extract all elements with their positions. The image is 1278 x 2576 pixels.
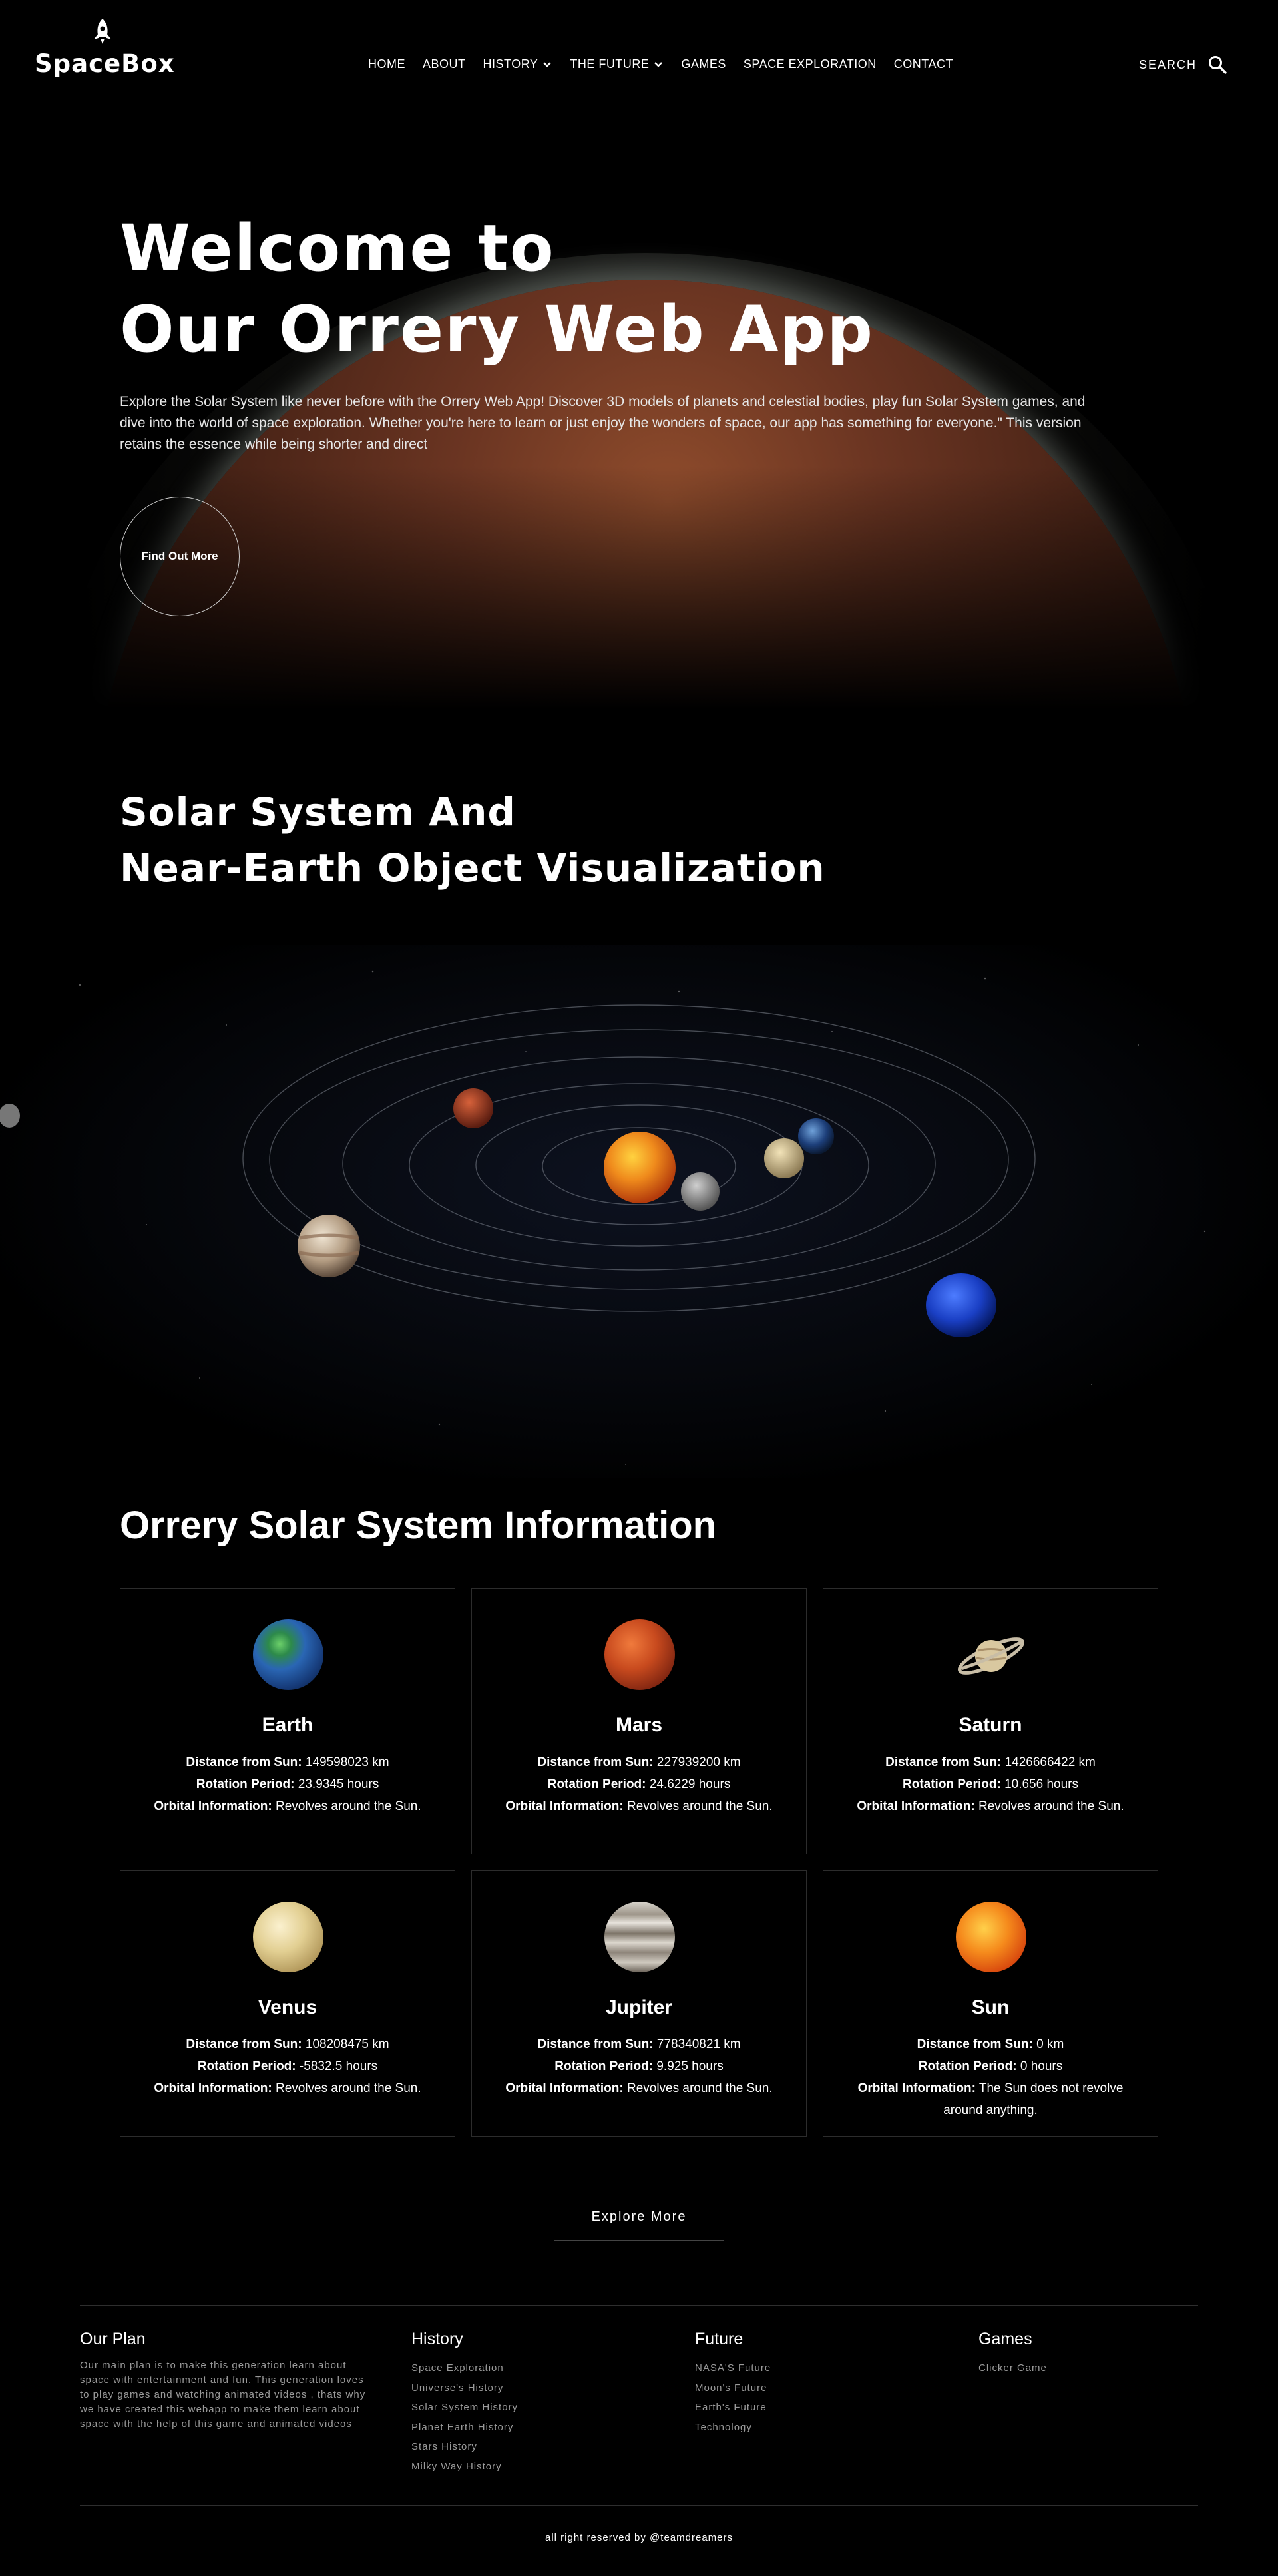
- planet-info: Distance from Sun: 0 km Rotation Period:…: [857, 2038, 1124, 2117]
- nav-the-future[interactable]: THE FUTURE: [570, 57, 664, 71]
- search-button[interactable]: SEARCH: [1139, 55, 1227, 75]
- planet-card-saturn[interactable]: Saturn Distance from Sun: 1426666422 km …: [823, 1588, 1158, 1854]
- footer-games: Games Clicker Game: [978, 2330, 1047, 2378]
- chevron-down-icon: [543, 61, 552, 67]
- venus-orrery[interactable]: [764, 1138, 804, 1178]
- footer-heading: Games: [978, 2330, 1032, 2348]
- planet-info: Distance from Sun: 149598023 km Rotation…: [154, 1755, 421, 1813]
- nav-contact[interactable]: CONTACT: [893, 57, 953, 71]
- stars-field: [79, 970, 1206, 1465]
- sun-icon: [956, 1902, 1026, 1972]
- footer-link-clicker-game[interactable]: Clicker Game: [978, 2362, 1047, 2374]
- footer-link-earths-future[interactable]: Earth's Future: [695, 2402, 767, 2413]
- planet-name: Saturn: [958, 1714, 1022, 1736]
- jupiter-icon: [604, 1902, 675, 1972]
- far-planet-left: [0, 1104, 20, 1128]
- planet-name: Sun: [971, 1996, 1010, 2018]
- mars-icon: [604, 1619, 675, 1690]
- planet-card-mars[interactable]: Mars Distance from Sun: 227939200 km Rot…: [471, 1588, 807, 1854]
- planet-name: Mars: [615, 1714, 663, 1736]
- site-header: SpaceBox HOME ABOUT HISTORY THE FUTURE G…: [0, 0, 1278, 133]
- mars-orrery[interactable]: [453, 1088, 493, 1128]
- footer-history: History Space Exploration Universe's His…: [411, 2330, 518, 2476]
- footer-link-solar-system-history[interactable]: Solar System History: [411, 2402, 519, 2413]
- visualization-title: Solar System And Near-Earth Object Visua…: [120, 789, 825, 891]
- planet-info: Distance from Sun: 778340821 km Rotation…: [505, 2038, 773, 2095]
- footer-link-planet-earth-history[interactable]: Planet Earth History: [411, 2421, 514, 2433]
- explore-more-button[interactable]: Explore More: [554, 2193, 724, 2241]
- nav-about[interactable]: ABOUT: [423, 57, 466, 71]
- footer-link-universes-history[interactable]: Universe's History: [411, 2382, 504, 2394]
- footer-our-plan: Our Plan Our main plan is to make this g…: [80, 2330, 366, 2432]
- planet-name: Jupiter: [605, 1996, 673, 2018]
- footer-link-space-exploration[interactable]: Space Exploration: [411, 2362, 504, 2374]
- copyright: all right reserved by @teamdreamers: [545, 2532, 733, 2543]
- footer-future: Future NASA'S Future Moon's Future Earth…: [695, 2330, 771, 2437]
- rocket-icon: [94, 19, 111, 44]
- sun-orrery[interactable]: [604, 1132, 676, 1203]
- footer-link-stars-history[interactable]: Stars History: [411, 2441, 477, 2452]
- planet-info: Distance from Sun: 1426666422 km Rotatio…: [857, 1755, 1124, 1813]
- planet-cards-grid: Earth Distance from Sun: 149598023 km Ro…: [120, 1588, 1158, 2137]
- saturn-icon: [958, 1637, 1024, 1675]
- planet-info: Distance from Sun: 227939200 km Rotation…: [505, 1755, 773, 1813]
- planet-card-venus[interactable]: Venus Distance from Sun: 108208475 km Ro…: [120, 1870, 455, 2137]
- venus-icon: [253, 1902, 323, 1972]
- nav-games[interactable]: GAMES: [681, 57, 726, 71]
- planet-card-earth[interactable]: Earth Distance from Sun: 149598023 km Ro…: [120, 1588, 455, 1854]
- footer-plan-text: Our main plan is to make this generation…: [80, 2360, 366, 2430]
- footer-link-milky-way-history[interactable]: Milky Way History: [411, 2460, 502, 2472]
- nav-space-exploration[interactable]: SPACE EXPLORATION: [743, 57, 877, 71]
- footer-heading: Our Plan: [80, 2330, 146, 2348]
- hero-description: Explore the Solar System like never befo…: [120, 394, 1086, 452]
- footer-link-technology[interactable]: Technology: [695, 2421, 752, 2433]
- find-out-more-button[interactable]: Find Out More: [120, 497, 240, 616]
- nav-home[interactable]: HOME: [368, 57, 405, 71]
- chevron-down-icon: [654, 61, 663, 67]
- earth-orrery[interactable]: [798, 1118, 834, 1154]
- mercury-orrery[interactable]: [681, 1172, 720, 1211]
- footer-link-moons-future[interactable]: Moon's Future: [695, 2382, 767, 2394]
- orrery-visualization[interactable]: [0, 945, 1278, 1478]
- footer-divider-top: [80, 2305, 1198, 2306]
- planet-info: Distance from Sun: 108208475 km Rotation…: [154, 2038, 421, 2095]
- planet-name: Earth: [262, 1714, 314, 1736]
- jupiter-orrery[interactable]: [298, 1215, 360, 1277]
- planet-name: Venus: [258, 1996, 318, 2018]
- orbit-rings: [242, 1004, 1036, 1312]
- neptune-orrery[interactable]: [926, 1273, 996, 1337]
- hero-section: Welcome to Our Orrery Web App Explore th…: [0, 0, 1278, 752]
- search-label: SEARCH: [1138, 57, 1197, 71]
- search-icon: [1209, 56, 1227, 74]
- footer-link-nasas-future[interactable]: NASA'S Future: [695, 2362, 771, 2374]
- hero-title: Welcome to Our Orrery Web App: [120, 211, 874, 367]
- planet-card-jupiter[interactable]: Jupiter Distance from Sun: 778340821 km …: [471, 1870, 807, 2137]
- nav-history[interactable]: HISTORY: [483, 57, 553, 71]
- planet-card-sun[interactable]: Sun Distance from Sun: 0 km Rotation Per…: [823, 1870, 1158, 2137]
- orrery-canvas: [0, 970, 1206, 1465]
- earth-icon: [253, 1619, 323, 1690]
- info-section-title: Orrery Solar System Information: [120, 1504, 717, 1547]
- footer-heading: History: [411, 2330, 463, 2348]
- footer-divider-bottom: [80, 2505, 1198, 2506]
- main-nav: HOME ABOUT HISTORY THE FUTURE GAMES SPAC…: [368, 57, 970, 71]
- logo-text: SpaceBox: [35, 49, 175, 78]
- footer-heading: Future: [695, 2330, 744, 2348]
